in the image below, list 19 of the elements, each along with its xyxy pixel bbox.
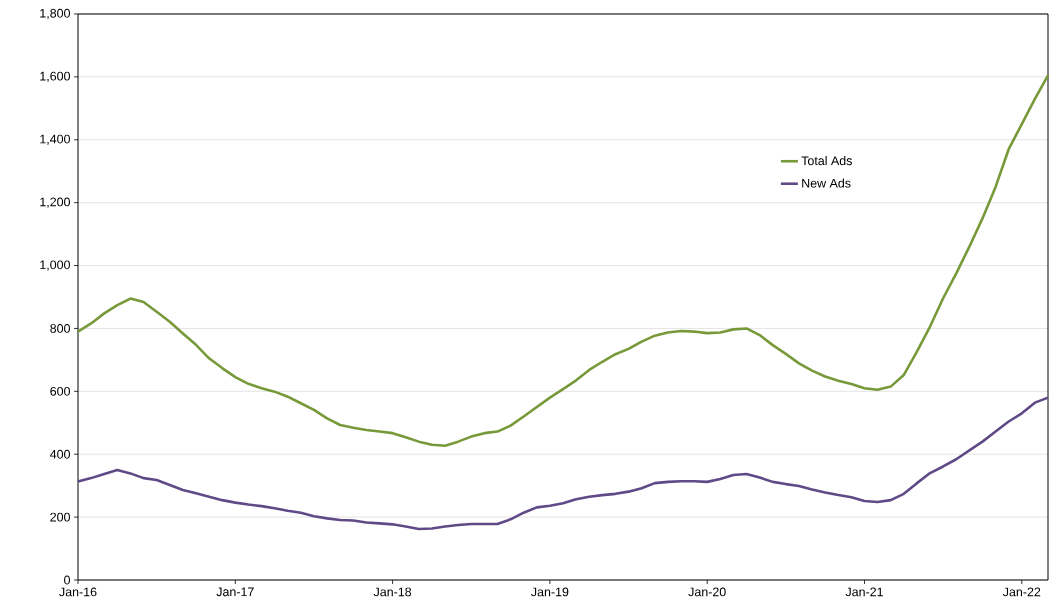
y-tick-label: 400	[50, 449, 70, 459]
y-tick-label: 200	[50, 512, 70, 522]
y-tick-label: 0	[64, 575, 71, 585]
x-tick-label: Jan-16	[59, 587, 97, 597]
x-tick-label: Jan-18	[373, 587, 412, 597]
x-tick-label: Jan-22	[1002, 587, 1041, 597]
y-tick-label: 1,000	[40, 260, 70, 271]
x-tick-label: Jan-17	[216, 587, 254, 597]
x-tick-label: Jan-20	[688, 587, 726, 597]
legend-label: New Ads	[802, 178, 851, 188]
y-tick-label: 800	[50, 324, 70, 333]
x-tick-label: Jan-21	[845, 587, 883, 597]
y-tick-label: 1,600	[40, 71, 70, 83]
y-tick-label: 600	[50, 386, 70, 396]
y-tick-label: 1,800	[40, 8, 70, 20]
y-tick-label: 1,200	[40, 197, 70, 208]
legend-label: Total Ads	[801, 155, 852, 166]
y-tick-label: 1,400	[40, 134, 70, 145]
x-tick-label: Jan-19	[531, 587, 569, 597]
